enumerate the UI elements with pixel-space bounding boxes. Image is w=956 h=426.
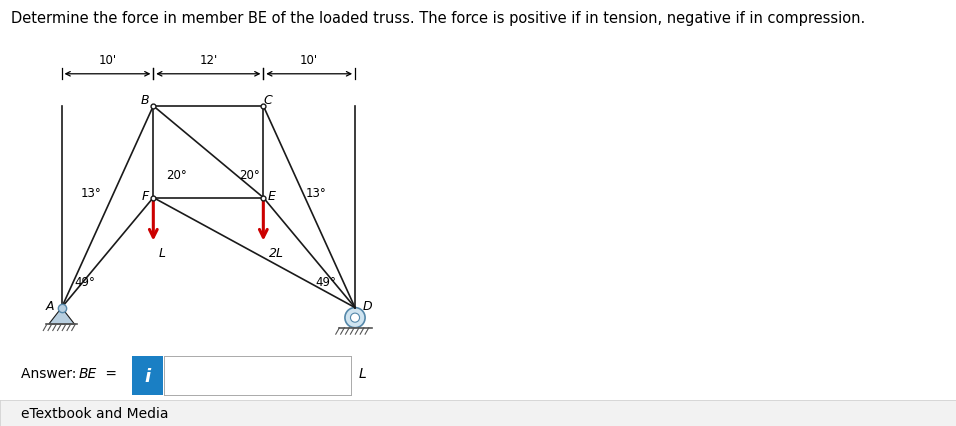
Text: B: B xyxy=(141,94,149,106)
Circle shape xyxy=(351,314,359,322)
Text: A: A xyxy=(46,299,54,313)
Text: L: L xyxy=(159,247,165,259)
Text: 10': 10' xyxy=(98,53,117,66)
Text: Answer:: Answer: xyxy=(21,366,80,380)
Text: C: C xyxy=(264,94,272,106)
Text: i: i xyxy=(144,367,151,385)
Text: Determine the force in member BE of the loaded truss. The force is positive if i: Determine the force in member BE of the … xyxy=(11,11,866,26)
Text: D: D xyxy=(363,299,373,313)
Circle shape xyxy=(345,308,365,328)
Text: 13°: 13° xyxy=(306,187,327,200)
Text: =: = xyxy=(101,366,118,380)
Text: L: L xyxy=(358,366,366,380)
Text: eTextbook and Media: eTextbook and Media xyxy=(21,406,168,420)
Text: 20°: 20° xyxy=(165,169,186,182)
Text: 13°: 13° xyxy=(80,187,101,200)
Text: 20°: 20° xyxy=(239,169,260,182)
Text: F: F xyxy=(141,190,149,203)
Text: 10': 10' xyxy=(300,53,318,66)
Text: 2L: 2L xyxy=(269,247,284,259)
Text: 49°: 49° xyxy=(75,276,95,289)
Text: E: E xyxy=(268,190,275,203)
Polygon shape xyxy=(49,308,75,324)
Text: 49°: 49° xyxy=(315,276,337,289)
Text: 12': 12' xyxy=(199,53,217,66)
Text: BE: BE xyxy=(78,366,97,380)
